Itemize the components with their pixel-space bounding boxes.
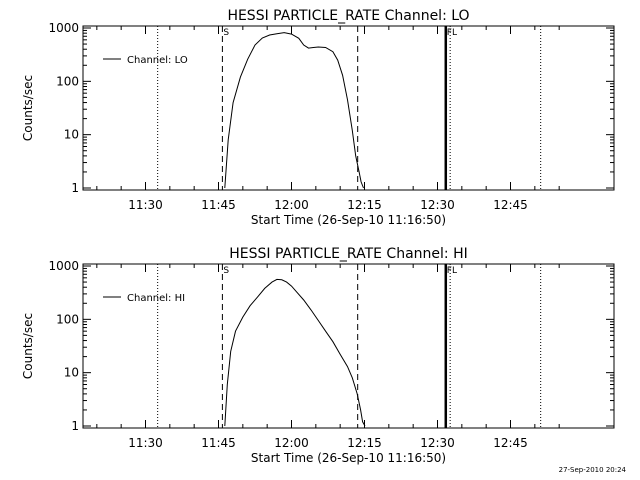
x-tick-label: 11:45 xyxy=(201,198,236,212)
chart-title: HESSI PARTICLE_RATE Channel: LO xyxy=(227,8,469,24)
x-tick-label: 12:15 xyxy=(347,198,382,212)
x-tick-label: 12:45 xyxy=(493,198,528,212)
y-axis-label: Counts/sec xyxy=(21,313,35,379)
x-tick-label: 11:45 xyxy=(201,436,236,450)
start-marker-label: S xyxy=(223,28,229,38)
x-tick-label: 12:00 xyxy=(274,436,309,450)
x-tick-label: 12:30 xyxy=(420,436,455,450)
y-tick-label: 100 xyxy=(56,312,79,326)
chart-panel-lo: HESSI PARTICLE_RATE Channel: LO S FL 1 10 100… xyxy=(21,8,615,227)
x-tick-label: 12:45 xyxy=(493,436,528,450)
x-axis-label: Start Time (26-Sep-10 11:16:50) xyxy=(251,451,446,465)
y-tick-label: 10 xyxy=(64,366,79,380)
x-tick-label: 12:30 xyxy=(420,198,455,212)
y-tick-label: 1000 xyxy=(48,259,79,273)
y-tick-label: 1000 xyxy=(48,21,79,35)
plot-timestamp: 27-Sep-2010 20:24 xyxy=(558,466,626,474)
chart-title: HESSI PARTICLE_RATE Channel: HI xyxy=(229,246,467,262)
plot-frame xyxy=(82,25,615,191)
y-axis-label: Counts/sec xyxy=(21,75,35,141)
legend-label: Channel: HI xyxy=(127,293,185,304)
x-tick-label: 11:30 xyxy=(128,198,163,212)
y-tick-label: 1 xyxy=(71,181,79,195)
y-tick-label: 100 xyxy=(56,74,79,88)
end-marker-label: FL xyxy=(447,266,457,276)
end-marker-label: FL xyxy=(447,28,457,38)
chart-panel-hi: HESSI PARTICLE_RATE Channel: HIS FL 1 10 100… xyxy=(21,246,615,465)
series-line-channel-lo xyxy=(224,32,364,189)
series-line-channel-hi xyxy=(224,278,366,427)
legend-label: Channel: LO xyxy=(127,55,188,66)
x-tick-label: 12:00 xyxy=(274,198,309,212)
start-marker-label: S xyxy=(223,266,229,276)
y-tick-label: 1 xyxy=(71,419,79,433)
x-axis-label: Start Time (26-Sep-10 11:16:50) xyxy=(251,213,446,227)
x-tick-label: 11:30 xyxy=(128,436,163,450)
y-tick-label: 10 xyxy=(64,128,79,142)
plot-frame xyxy=(82,263,615,429)
x-tick-label: 12:15 xyxy=(347,436,382,450)
